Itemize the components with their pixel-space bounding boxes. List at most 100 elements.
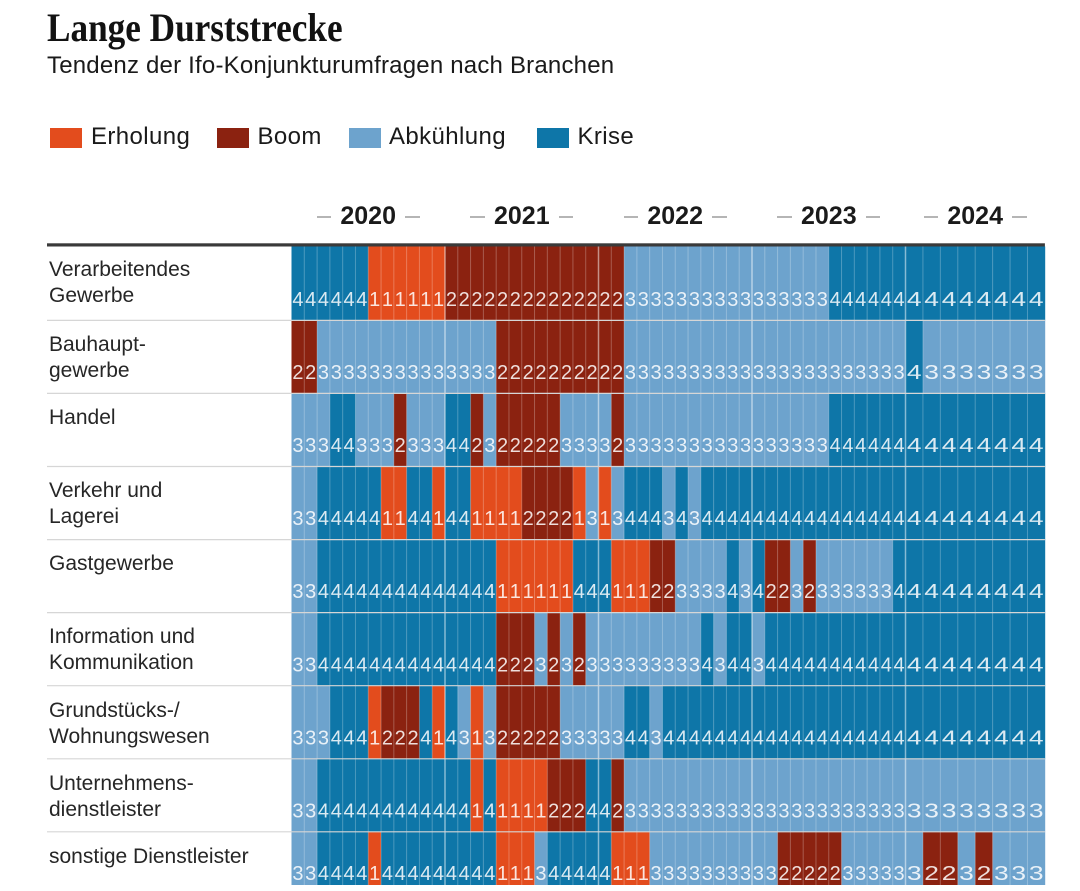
svg-text:4: 4 [331, 727, 342, 749]
svg-text:4: 4 [994, 580, 1009, 602]
svg-text:3: 3 [292, 727, 303, 749]
svg-text:4: 4 [804, 654, 815, 676]
svg-text:3: 3 [894, 362, 905, 384]
svg-text:3: 3 [791, 289, 802, 311]
svg-text:2: 2 [407, 727, 418, 749]
svg-text:4: 4 [868, 654, 879, 676]
svg-text:3: 3 [740, 863, 751, 885]
svg-text:4: 4 [433, 800, 444, 822]
svg-text:4: 4 [382, 581, 393, 603]
svg-text:3: 3 [740, 800, 751, 822]
svg-text:3: 3 [1029, 862, 1044, 884]
svg-text:1: 1 [510, 863, 521, 885]
svg-text:1: 1 [497, 508, 508, 530]
svg-text:3: 3 [587, 508, 598, 530]
svg-text:3: 3 [471, 362, 482, 384]
svg-text:3: 3 [830, 581, 841, 603]
svg-text:4: 4 [766, 727, 777, 749]
svg-text:4: 4 [318, 289, 329, 311]
svg-text:3: 3 [804, 289, 815, 311]
svg-text:3: 3 [676, 362, 687, 384]
svg-text:4: 4 [638, 727, 649, 749]
svg-text:4: 4 [1011, 726, 1026, 748]
svg-text:3: 3 [587, 654, 598, 676]
svg-text:3: 3 [994, 862, 1009, 884]
svg-text:3: 3 [727, 800, 738, 822]
svg-text:4: 4 [1011, 580, 1026, 602]
svg-text:4: 4 [894, 435, 905, 457]
svg-text:3: 3 [689, 289, 700, 311]
svg-text:4: 4 [881, 727, 892, 749]
svg-text:4: 4 [305, 289, 316, 311]
svg-text:4: 4 [959, 507, 974, 529]
svg-text:3: 3 [727, 362, 738, 384]
svg-text:3: 3 [791, 362, 802, 384]
svg-text:1: 1 [612, 581, 623, 603]
svg-text:2: 2 [612, 435, 623, 457]
svg-text:4: 4 [907, 361, 922, 383]
svg-text:3: 3 [1011, 862, 1026, 884]
svg-text:4: 4 [842, 435, 853, 457]
svg-text:4: 4 [369, 800, 380, 822]
svg-text:4: 4 [599, 800, 610, 822]
svg-text:2: 2 [791, 863, 802, 885]
svg-text:2: 2 [510, 289, 521, 311]
svg-text:3: 3 [292, 581, 303, 603]
svg-text:2: 2 [650, 581, 661, 603]
svg-text:3: 3 [1011, 799, 1026, 821]
svg-text:4: 4 [356, 508, 367, 530]
svg-text:3: 3 [650, 362, 661, 384]
svg-text:4: 4 [433, 654, 444, 676]
svg-text:3: 3 [689, 435, 700, 457]
svg-text:3: 3 [714, 289, 725, 311]
svg-text:3: 3 [625, 362, 636, 384]
svg-text:4: 4 [676, 508, 687, 530]
svg-text:1: 1 [523, 863, 534, 885]
svg-text:3: 3 [407, 362, 418, 384]
svg-text:4: 4 [407, 800, 418, 822]
svg-text:3: 3 [382, 362, 393, 384]
svg-text:3: 3 [305, 435, 316, 457]
svg-text:3: 3 [714, 581, 725, 603]
svg-text:4: 4 [382, 800, 393, 822]
svg-text:4: 4 [727, 581, 738, 603]
svg-text:4: 4 [331, 654, 342, 676]
svg-text:2: 2 [523, 508, 534, 530]
svg-text:4: 4 [318, 800, 329, 822]
svg-text:3: 3 [612, 508, 623, 530]
svg-text:3: 3 [663, 435, 674, 457]
svg-text:4: 4 [484, 654, 495, 676]
svg-text:3: 3 [830, 362, 841, 384]
svg-text:3: 3 [612, 654, 623, 676]
svg-text:2: 2 [548, 654, 559, 676]
svg-text:4: 4 [446, 863, 457, 885]
svg-text:2: 2 [924, 862, 939, 884]
svg-text:4: 4 [727, 654, 738, 676]
svg-text:4: 4 [817, 508, 828, 530]
svg-text:3: 3 [318, 435, 329, 457]
svg-text:4: 4 [587, 800, 598, 822]
svg-text:2: 2 [446, 289, 457, 311]
svg-text:4: 4 [817, 727, 828, 749]
svg-text:2: 2 [804, 863, 815, 885]
svg-text:1: 1 [574, 508, 585, 530]
svg-text:4: 4 [977, 507, 992, 529]
svg-text:1: 1 [484, 508, 495, 530]
svg-text:4: 4 [395, 654, 406, 676]
svg-text:3: 3 [305, 654, 316, 676]
svg-text:3: 3 [292, 800, 303, 822]
svg-text:4: 4 [343, 289, 354, 311]
svg-text:4: 4 [791, 727, 802, 749]
svg-text:4: 4 [395, 863, 406, 885]
svg-text:4: 4 [331, 508, 342, 530]
svg-text:2: 2 [574, 362, 585, 384]
svg-text:4: 4 [842, 654, 853, 676]
svg-text:3: 3 [599, 435, 610, 457]
svg-text:2: 2 [817, 863, 828, 885]
svg-text:2: 2 [778, 863, 789, 885]
svg-text:4: 4 [343, 800, 354, 822]
svg-text:3: 3 [305, 727, 316, 749]
svg-text:1: 1 [523, 800, 534, 822]
svg-text:3: 3 [625, 654, 636, 676]
svg-text:3: 3 [727, 289, 738, 311]
